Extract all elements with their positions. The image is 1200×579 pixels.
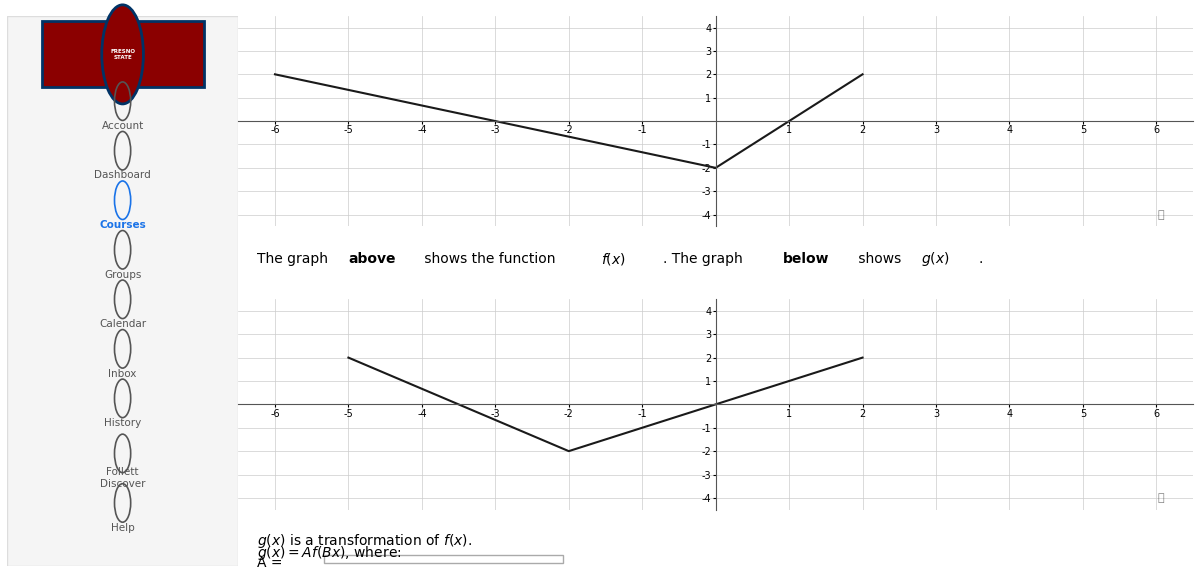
Text: $g(x)$: $g(x)$: [920, 250, 949, 267]
Text: 🔍: 🔍: [1158, 210, 1164, 220]
Text: . The graph: . The graph: [664, 252, 748, 266]
Text: shows the function: shows the function: [420, 252, 559, 266]
Text: shows: shows: [854, 252, 906, 266]
Bar: [324, 555, 563, 563]
Text: Help: Help: [110, 523, 134, 533]
Text: FRESNO
STATE: FRESNO STATE: [110, 49, 136, 60]
Text: History: History: [104, 418, 142, 428]
Text: $g(x) = Af(Bx)$, where:: $g(x) = Af(Bx)$, where:: [257, 544, 402, 562]
Text: The graph: The graph: [257, 252, 332, 266]
Circle shape: [102, 5, 144, 104]
Text: above: above: [348, 252, 396, 266]
Text: Courses: Courses: [100, 220, 146, 230]
Text: .: .: [978, 252, 983, 266]
Text: 🔍: 🔍: [1158, 493, 1164, 503]
Text: $f(x)$: $f(x)$: [601, 251, 625, 267]
Text: A =: A =: [257, 556, 283, 570]
Text: Follett
Discover: Follett Discover: [100, 467, 145, 489]
Text: Inbox: Inbox: [108, 369, 137, 379]
Text: Calendar: Calendar: [100, 319, 146, 329]
Text: Groups: Groups: [104, 270, 142, 280]
Text: below: below: [782, 252, 829, 266]
Bar: [42, 21, 204, 87]
Text: Dashboard: Dashboard: [95, 170, 151, 181]
Text: $g(x)$ is a transformation of $f(x)$.: $g(x)$ is a transformation of $f(x)$.: [257, 532, 473, 550]
Text: Account: Account: [102, 121, 144, 131]
